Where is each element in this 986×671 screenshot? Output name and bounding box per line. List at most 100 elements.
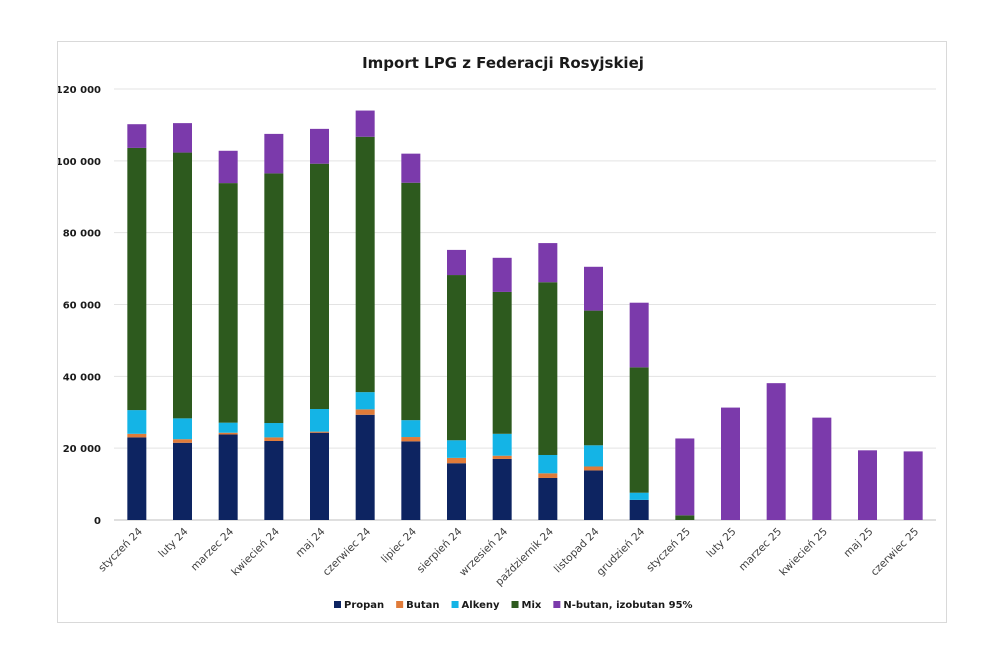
bar-segment-mix-7 [447, 275, 466, 441]
bar-segment-butan-6 [401, 437, 421, 442]
bar-segment-butan-8 [492, 455, 512, 459]
bar-segment-n-butan-izobutan-95--17 [903, 451, 923, 520]
bar-segment-mix-2 [218, 183, 238, 423]
bar-segment-propan-7 [447, 463, 466, 520]
bar-segment-n-butan-izobutan-95--15 [812, 417, 832, 520]
bar-segment-butan-0 [127, 433, 147, 438]
bar-segment-mix-3 [264, 173, 284, 424]
x-tick-label: lipiec 24 [379, 525, 419, 565]
bar-segment-n-butan-izobutan-95--10 [584, 266, 603, 311]
y-tick-label: 120 000 [58, 85, 101, 96]
x-tick-label: czerwiec 25 [869, 526, 922, 579]
x-tick-label: grudzień 24 [595, 525, 648, 578]
chart-svg: Import LPG z Federacji Rosyjskiej 0 20 00… [58, 54, 936, 611]
bar-segment-alkeny-11 [629, 492, 649, 500]
x-tick-label: styczeń 24 [96, 525, 145, 574]
bar-segment-butan-2 [218, 432, 238, 435]
bar-segment-alkeny-8 [492, 433, 512, 456]
x-tick-label: maj 25 [841, 526, 875, 560]
bar-segment-mix-8 [492, 291, 512, 434]
bar-segment-propan-3 [264, 440, 284, 520]
x-tick-label: kwiecień 25 [777, 526, 830, 579]
bar-segment-mix-12 [675, 515, 695, 520]
gridlines: 0 20 000 40 000 60 000 80 000 100 000 120 000 [58, 85, 936, 527]
bar-segment-n-butan-izobutan-95--14 [766, 383, 786, 520]
bar-segment-alkeny-7 [447, 440, 466, 458]
legend-swatch [396, 601, 404, 608]
y-tick-label: 40 000 [63, 372, 101, 383]
bar-segment-alkeny-4 [310, 409, 329, 432]
legend-swatch [553, 601, 561, 608]
bar-segment-butan-3 [264, 437, 284, 441]
bar-segment-n-butan-izobutan-95--11 [629, 302, 649, 368]
bar-segment-propan-1 [173, 442, 192, 520]
bar-segment-propan-0 [127, 437, 147, 520]
bar-segment-butan-9 [538, 473, 558, 478]
bar-segment-butan-7 [447, 457, 466, 464]
bar-segment-mix-9 [538, 282, 558, 455]
x-tick-label: luty 25 [704, 526, 738, 560]
chart-area: Import LPG z Federacji Rosyjskiej 0 20 00… [57, 41, 947, 623]
bar-segment-alkeny-10 [584, 445, 603, 467]
legend: Propan Butan Alkeny Mix N-butan, izobutan 95… [334, 600, 693, 611]
bar-segment-alkeny-2 [218, 422, 238, 433]
bar-segment-alkeny-6 [401, 420, 421, 438]
bar-segment-propan-2 [218, 434, 238, 520]
bars [127, 110, 923, 520]
x-tick-label: marzec 25 [737, 526, 785, 574]
x-tick-label: marzec 24 [189, 525, 237, 573]
bar-segment-mix-11 [629, 367, 649, 493]
bar-segment-alkeny-9 [538, 454, 558, 474]
legend-label: Butan [406, 600, 439, 611]
legend-label: Mix [522, 600, 542, 611]
legend-label: Propan [344, 600, 384, 611]
bar-segment-n-butan-izobutan-95--3 [264, 133, 284, 174]
bar-segment-n-butan-izobutan-95--5 [355, 110, 375, 137]
bar-segment-n-butan-izobutan-95--6 [401, 153, 421, 183]
legend-label: Alkeny [462, 600, 500, 611]
y-tick-label: 100 000 [58, 157, 101, 168]
y-tick-label: 20 000 [63, 444, 101, 455]
legend-swatch [334, 601, 341, 608]
x-tick-label: sierpień 24 [415, 525, 465, 575]
bar-segment-n-butan-izobutan-95--12 [675, 438, 695, 516]
bar-segment-mix-10 [584, 310, 603, 446]
x-tick-label: styczeń 25 [644, 526, 693, 575]
bar-segment-n-butan-izobutan-95--16 [858, 450, 877, 520]
x-tick-label: kwiecień 24 [229, 525, 282, 578]
bar-segment-n-butan-izobutan-95--4 [310, 128, 329, 164]
bar-segment-n-butan-izobutan-95--7 [447, 249, 466, 276]
bar-segment-propan-9 [538, 477, 558, 520]
bar-segment-n-butan-izobutan-95--8 [492, 257, 512, 292]
bar-segment-butan-5 [355, 409, 375, 415]
x-tick-label: listopad 24 [552, 525, 602, 575]
bar-segment-propan-5 [355, 414, 375, 520]
bar-segment-mix-1 [173, 152, 192, 419]
x-tick-label: czerwiec 24 [321, 525, 374, 578]
bar-segment-n-butan-izobutan-95--9 [538, 243, 558, 283]
bar-segment-propan-8 [492, 458, 512, 520]
bar-segment-n-butan-izobutan-95--1 [173, 123, 192, 153]
bar-segment-n-butan-izobutan-95--0 [127, 124, 147, 148]
y-tick-label: 0 [94, 516, 101, 527]
bar-segment-alkeny-0 [127, 410, 147, 434]
chart-title: Import LPG z Federacji Rosyjskiej [362, 54, 644, 72]
bar-segment-propan-4 [310, 432, 329, 520]
bar-segment-alkeny-1 [173, 418, 192, 440]
bar-segment-propan-10 [584, 470, 603, 520]
bar-segment-propan-11 [629, 499, 649, 520]
x-tick-label: maj 24 [293, 525, 327, 559]
bar-segment-n-butan-izobutan-95--2 [218, 150, 238, 184]
bar-segment-alkeny-3 [264, 423, 284, 438]
bar-segment-butan-10 [584, 466, 603, 471]
bar-segment-mix-6 [401, 182, 421, 421]
y-tick-label: 80 000 [63, 229, 101, 240]
bar-segment-alkeny-5 [355, 392, 375, 410]
legend-label: N-butan, izobutan 95% [563, 600, 692, 611]
legend-swatch [511, 601, 519, 608]
x-tick-label: luty 24 [156, 525, 191, 560]
bar-segment-mix-5 [355, 136, 375, 393]
bar-segment-mix-0 [127, 147, 147, 411]
bar-segment-butan-4 [310, 431, 329, 433]
